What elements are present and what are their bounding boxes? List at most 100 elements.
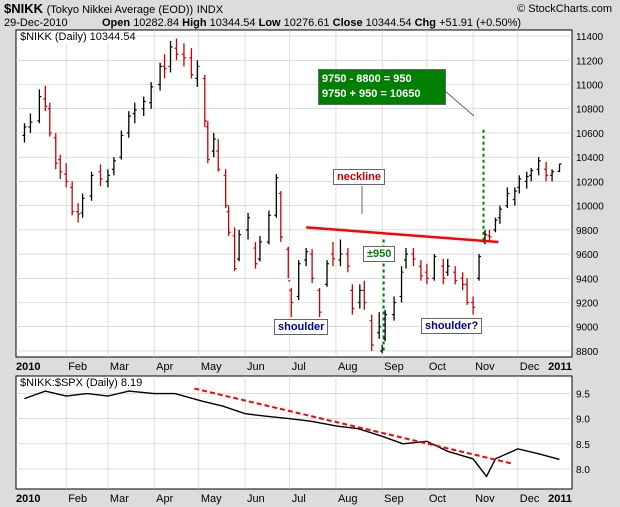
price-bar bbox=[325, 260, 330, 287]
price-bar bbox=[404, 248, 409, 269]
price-y-tick-label: 8800 bbox=[576, 347, 599, 358]
price-bar bbox=[310, 249, 315, 284]
price-x-tick-label: Dec bbox=[520, 361, 540, 373]
price-bar bbox=[289, 287, 294, 318]
ratio-x-tick-label: 2011 bbox=[548, 493, 572, 505]
price-bar bbox=[317, 287, 322, 318]
trend-line bbox=[194, 387, 514, 465]
tick-label-layer: 2010 2010 Feb Feb Mar Mar Apr Apr May May Jun Jun Ju… bbox=[16, 32, 604, 505]
close-label: Close bbox=[332, 17, 363, 29]
price-bar bbox=[80, 193, 85, 218]
open-value: 10282.84 bbox=[133, 17, 180, 29]
price-panel bbox=[15, 29, 573, 358]
ratio-x-tick-label: 2010 bbox=[16, 493, 40, 505]
price-bar bbox=[338, 239, 343, 267]
price-bar bbox=[89, 171, 94, 201]
price-bar bbox=[418, 260, 423, 281]
symbol-label: $NIKK bbox=[4, 1, 44, 16]
price-bar bbox=[58, 154, 63, 179]
price-x-tick-label: Mar bbox=[110, 361, 129, 373]
price-y-tick-label: 11000 bbox=[576, 81, 604, 92]
ratio-panel-title-text: $NIKK:$SPX (Daily) 8.19 bbox=[20, 377, 143, 389]
price-y-tick-label: 10600 bbox=[576, 129, 604, 140]
price-bar bbox=[286, 246, 291, 282]
price-y-tick-label: 11200 bbox=[576, 56, 604, 67]
price-y-tick-label: 9000 bbox=[576, 323, 599, 334]
price-bar bbox=[162, 54, 167, 79]
target-line2: 9750 + 950 = 10650 bbox=[322, 88, 421, 100]
ratio-line-layer bbox=[24, 390, 560, 478]
price-x-tick-label: Apr bbox=[156, 361, 173, 373]
height-label: ±950 bbox=[363, 246, 396, 262]
price-bar bbox=[460, 272, 465, 291]
price-bar bbox=[497, 205, 502, 224]
price-bar bbox=[181, 43, 186, 67]
price-bar bbox=[536, 157, 541, 176]
price-bar bbox=[223, 169, 228, 209]
watermark: © StockCharts.com bbox=[517, 3, 612, 15]
price-bar bbox=[43, 85, 48, 112]
price-x-tick-label: Jun bbox=[247, 361, 265, 373]
price-panel-title-text: $NIKK (Daily) 10344.54 bbox=[20, 31, 136, 43]
price-bar bbox=[477, 254, 482, 281]
price-bar bbox=[392, 296, 397, 321]
ratio-x-tick-label: Jul bbox=[292, 493, 306, 505]
price-bar bbox=[132, 102, 137, 124]
price-bar bbox=[257, 235, 262, 262]
ratio-x-tick-label: Dec bbox=[520, 493, 540, 505]
price-bar bbox=[226, 205, 231, 236]
neckline bbox=[306, 226, 499, 244]
height-label-text: ±950 bbox=[367, 248, 392, 260]
ratio-x-tick-label: Sep bbox=[384, 493, 404, 505]
price-bar bbox=[105, 169, 110, 188]
price-bar bbox=[168, 40, 173, 73]
price-bar bbox=[266, 210, 271, 245]
price-y-tick-label: 10400 bbox=[576, 153, 604, 164]
price-y-tick-label: 11400 bbox=[576, 32, 604, 43]
price-bar bbox=[304, 248, 309, 267]
price-y-tick-label: 9600 bbox=[576, 250, 599, 261]
high-value: 10344.54 bbox=[209, 17, 256, 29]
price-bar bbox=[47, 102, 52, 137]
date-label: 29-Dec-2010 bbox=[4, 17, 68, 29]
neckline-label: neckline bbox=[333, 169, 386, 185]
price-y-tick-label: 10200 bbox=[576, 177, 604, 188]
price-bar bbox=[445, 258, 450, 276]
price-bar bbox=[493, 217, 498, 233]
ratio-x-tick-label: Nov bbox=[475, 493, 495, 505]
price-bar bbox=[453, 266, 458, 285]
price-bar bbox=[119, 130, 124, 160]
price-bar bbox=[202, 74, 207, 127]
price-x-tick-label: 2010 bbox=[16, 361, 40, 373]
price-bar bbox=[246, 212, 251, 240]
price-bar bbox=[441, 258, 446, 285]
price-bar bbox=[205, 120, 210, 164]
ratio-x-tick-label: Aug bbox=[338, 493, 358, 505]
price-x-tick-label: Jul bbox=[292, 361, 306, 373]
price-bar bbox=[158, 62, 163, 91]
high-label: High bbox=[182, 17, 207, 29]
ratio-y-tick-label: 8.5 bbox=[576, 440, 590, 451]
ratio-panel-title: $NIKK:$SPX (Daily) 8.19 bbox=[20, 377, 143, 389]
price-bar bbox=[126, 111, 131, 138]
price-bar bbox=[111, 157, 116, 176]
price-bar bbox=[357, 284, 362, 309]
price-bar bbox=[369, 314, 374, 351]
target-line1: 9750 - 8800 = 950 bbox=[322, 73, 412, 85]
price-bar bbox=[64, 163, 69, 188]
price-bar bbox=[237, 229, 242, 262]
price-bar bbox=[377, 312, 382, 339]
price-bar bbox=[465, 278, 470, 305]
chg-value: +51.91 (+0.50%) bbox=[439, 17, 522, 29]
ratio-y-tick-label: 9.0 bbox=[576, 415, 590, 426]
price-bar bbox=[232, 227, 237, 272]
price-bar bbox=[471, 296, 476, 315]
open-label: Open bbox=[102, 17, 131, 29]
price-x-tick-label: Oct bbox=[429, 361, 446, 373]
price-bar bbox=[424, 263, 429, 285]
price-x-tick-label: Sep bbox=[384, 361, 404, 373]
ratio-x-tick-label: Mar bbox=[110, 493, 129, 505]
price-x-tick-label: Aug bbox=[338, 361, 358, 373]
price-y-tick-label: 10000 bbox=[576, 202, 604, 213]
